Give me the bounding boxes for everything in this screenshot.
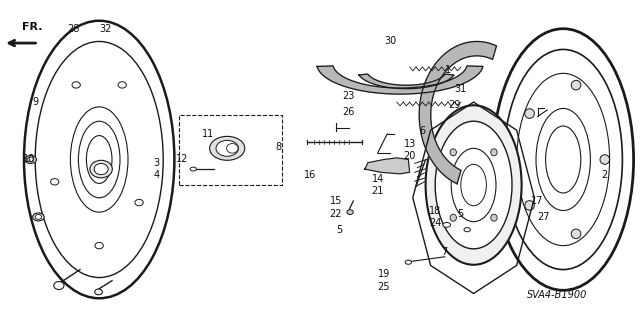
Text: 9: 9	[32, 97, 38, 107]
Text: 28: 28	[67, 24, 80, 34]
Ellipse shape	[54, 282, 64, 290]
Ellipse shape	[572, 229, 581, 239]
Ellipse shape	[95, 289, 102, 295]
Ellipse shape	[190, 167, 196, 171]
Ellipse shape	[572, 80, 581, 90]
Text: 6: 6	[419, 126, 426, 136]
Ellipse shape	[51, 179, 59, 185]
Ellipse shape	[464, 228, 470, 232]
Ellipse shape	[347, 210, 353, 214]
Text: 26: 26	[342, 107, 355, 117]
Text: 11: 11	[202, 129, 214, 139]
Ellipse shape	[493, 29, 634, 290]
Text: 12: 12	[176, 154, 189, 165]
Ellipse shape	[536, 108, 591, 211]
Text: 17: 17	[531, 196, 544, 206]
Bar	[179, 115, 282, 185]
Text: 22: 22	[330, 209, 342, 219]
Polygon shape	[359, 74, 454, 89]
Ellipse shape	[600, 155, 610, 164]
Ellipse shape	[72, 82, 81, 88]
Text: 13: 13	[403, 138, 416, 149]
Text: 7: 7	[442, 247, 448, 257]
Polygon shape	[317, 66, 483, 94]
Text: 5: 5	[336, 225, 342, 235]
Text: 19: 19	[378, 269, 390, 279]
Ellipse shape	[545, 126, 581, 193]
Ellipse shape	[426, 105, 522, 265]
Text: 23: 23	[342, 91, 355, 101]
Ellipse shape	[491, 214, 497, 221]
Ellipse shape	[95, 242, 104, 249]
Ellipse shape	[24, 21, 174, 298]
Text: 5: 5	[458, 209, 464, 219]
Text: 25: 25	[378, 282, 390, 292]
Ellipse shape	[216, 140, 238, 156]
Text: 29: 29	[448, 100, 461, 110]
Text: 10: 10	[22, 154, 35, 165]
Ellipse shape	[227, 144, 238, 153]
Text: 21: 21	[371, 186, 384, 197]
Text: 20: 20	[403, 151, 416, 161]
Ellipse shape	[504, 49, 623, 270]
Ellipse shape	[450, 149, 456, 156]
Ellipse shape	[435, 121, 512, 249]
Ellipse shape	[94, 164, 108, 175]
Text: 1: 1	[445, 65, 451, 75]
Ellipse shape	[451, 148, 496, 222]
Ellipse shape	[443, 223, 451, 227]
Ellipse shape	[79, 121, 120, 198]
Ellipse shape	[70, 107, 128, 212]
Ellipse shape	[135, 199, 143, 206]
Ellipse shape	[405, 260, 412, 264]
Text: 8: 8	[275, 142, 282, 152]
Ellipse shape	[450, 214, 456, 221]
Ellipse shape	[525, 109, 534, 118]
Text: 30: 30	[384, 36, 397, 47]
Text: 4: 4	[154, 170, 160, 181]
Text: 2: 2	[602, 170, 608, 181]
Ellipse shape	[35, 41, 163, 278]
Text: 31: 31	[454, 84, 467, 94]
Text: 27: 27	[538, 212, 550, 222]
Ellipse shape	[525, 201, 534, 210]
Text: 32: 32	[99, 24, 112, 34]
Ellipse shape	[491, 149, 497, 156]
Polygon shape	[419, 41, 497, 184]
Ellipse shape	[25, 155, 36, 164]
Text: FR.: FR.	[22, 22, 42, 32]
Ellipse shape	[461, 164, 486, 206]
Text: 16: 16	[304, 170, 317, 181]
Text: 18: 18	[429, 205, 442, 216]
Ellipse shape	[210, 137, 244, 160]
Text: SVA4-B1900: SVA4-B1900	[527, 290, 587, 300]
Text: 14: 14	[371, 174, 384, 184]
Text: 3: 3	[154, 158, 160, 168]
Ellipse shape	[517, 73, 610, 246]
Ellipse shape	[118, 82, 127, 88]
Ellipse shape	[28, 157, 34, 162]
Polygon shape	[365, 158, 410, 174]
Ellipse shape	[35, 215, 42, 219]
Text: 15: 15	[330, 196, 342, 206]
Ellipse shape	[90, 160, 113, 178]
Text: 24: 24	[429, 218, 442, 228]
Ellipse shape	[33, 213, 44, 221]
Ellipse shape	[86, 136, 112, 183]
